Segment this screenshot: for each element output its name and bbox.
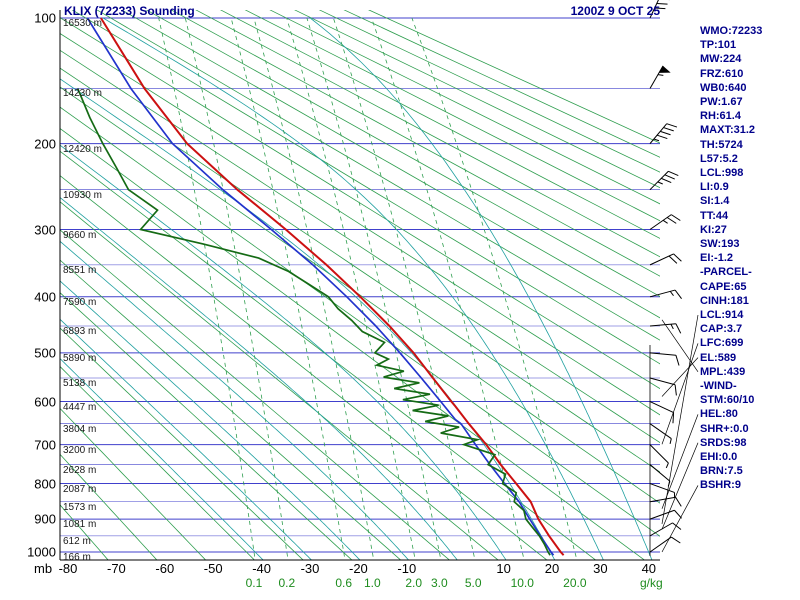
mixing-ratio-label: 3.0 [430, 576, 448, 590]
index-row: EI:-1.2 [700, 252, 734, 265]
index-row: CAPE:65 [700, 280, 747, 293]
index-row: EHI:0.0 [700, 451, 738, 463]
mixing-unit-label: g/kg [640, 576, 663, 590]
temp-tick-label: 10 [496, 561, 511, 576]
temperature-trace [100, 17, 565, 556]
index-row: MW:224 [700, 53, 742, 66]
mixing-ratio-label: 10.0 [510, 576, 534, 590]
dewpoint-trace [76, 88, 551, 556]
mixing-ratio-label: 5.0 [464, 576, 482, 590]
height-label: 3804 m [63, 423, 97, 435]
index-row: RH:61.4 [700, 110, 741, 123]
height-label: 1573 m [63, 501, 97, 513]
index-row: SW:193 [700, 238, 740, 250]
index-row: SI:1.4 [700, 195, 730, 208]
height-label: 7590 m [63, 296, 97, 308]
height-label: 12420 m [63, 143, 102, 155]
temp-tick-label: -40 [252, 561, 271, 576]
index-row: SHR+:0.0 [700, 422, 749, 435]
height-label: 2628 m [63, 464, 97, 476]
index-row: MPL:439 [700, 365, 746, 378]
sounding-profiles [76, 17, 565, 556]
height-label: 612 m [63, 535, 91, 547]
height-label: 6893 m [63, 325, 97, 337]
temp-tick-label: 40 [641, 561, 657, 576]
height-label: 14230 m [63, 88, 102, 100]
index-row: MAXT:31.2 [700, 124, 756, 137]
temp-tick-label: 20 [544, 561, 560, 576]
mixing-ratio-label: 2.0 [405, 576, 422, 590]
height-label: 4447 m [63, 401, 97, 413]
wind-barbs [649, 0, 682, 553]
temp-tick-label: -10 [397, 561, 417, 576]
wet_bulb-trace [86, 17, 555, 556]
index-row: KI:27 [700, 223, 727, 236]
temp-tick-label: -80 [58, 561, 78, 576]
temp-tick-label: -50 [203, 561, 223, 576]
height-label: 16530 m [63, 18, 102, 29]
index-row: STM:60/10 [700, 394, 755, 407]
height-label: 166 m [63, 552, 91, 563]
pointer-lines [649, 314, 699, 556]
height-label: 10930 m [63, 189, 102, 201]
index-row: BRN:7.5 [700, 465, 743, 478]
index-row: LCL:914 [700, 309, 744, 321]
height-label: 8551 m [63, 264, 97, 276]
mixing-ratio-label: 0.1 [245, 576, 263, 590]
height-label: 3200 m [63, 444, 97, 456]
pressure-tick-label: 500 [34, 345, 56, 361]
height-label: 5138 m [63, 378, 97, 390]
index-row: TH:5724 [700, 138, 743, 151]
index-row: FRZ:610 [700, 67, 744, 80]
pressure-tick-label: 800 [34, 476, 56, 492]
index-row: LI:0.9 [700, 181, 729, 194]
index-row: -WIND- [700, 380, 737, 392]
index-row: L57:5.2 [700, 152, 738, 165]
pressure-tick-label: 900 [34, 511, 56, 527]
pressure-tick-label: 200 [34, 136, 56, 152]
datetime-label: 1200Z 9 OCT 25 [570, 4, 660, 18]
index-row: WMO:72233 [700, 25, 763, 37]
mixing-ratio-label: 20.0 [563, 576, 587, 590]
temp-tick-label: -30 [300, 561, 320, 576]
pressure-tick-label: 1000 [27, 544, 56, 560]
mixing-ratio-label: 0.6 [335, 576, 352, 590]
height-label: 2087 m [63, 483, 97, 495]
height-label: 9660 m [63, 229, 97, 241]
pressure-unit-label: mb [34, 561, 53, 576]
index-row: HEL:80 [700, 408, 738, 421]
axes [59, 10, 660, 561]
pressure-tick-label: 400 [34, 289, 56, 305]
mixing-ratio-label: 0.2 [278, 576, 296, 590]
mixing-ratio-label: 1.0 [363, 576, 381, 590]
chart-title: KLIX (72233) Sounding [64, 4, 195, 18]
index-row: CINH:181 [700, 294, 749, 307]
height-label: 5890 m [63, 352, 97, 364]
index-row: LFC:699 [700, 337, 744, 350]
index-row: LCL:998 [700, 167, 744, 179]
index-row: PW:1.67 [700, 96, 743, 108]
index-row: TT:44 [700, 209, 729, 222]
background-grid [60, 10, 660, 560]
temp-tick-label: -20 [348, 561, 368, 576]
temp-tick-label: 30 [593, 561, 608, 576]
index-row: -PARCEL- [700, 266, 752, 279]
pressure-tick-label: 300 [34, 222, 56, 238]
temp-tick-label: -70 [106, 561, 126, 576]
index-row: CAP:3.7 [700, 323, 743, 336]
temp-tick-label: -60 [155, 561, 175, 576]
index-row: SRDS:98 [700, 436, 747, 449]
index-row: WB0:640 [700, 81, 747, 94]
pressure-tick-label: 700 [34, 437, 56, 453]
index-row: EL:589 [700, 351, 737, 364]
index-row: BSHR:9 [700, 479, 741, 492]
pressure-tick-label: 600 [34, 394, 56, 410]
index-row: TP:101 [700, 39, 737, 52]
pressure-tick-label: 100 [34, 10, 56, 26]
height-label: 1081 m [63, 519, 97, 531]
